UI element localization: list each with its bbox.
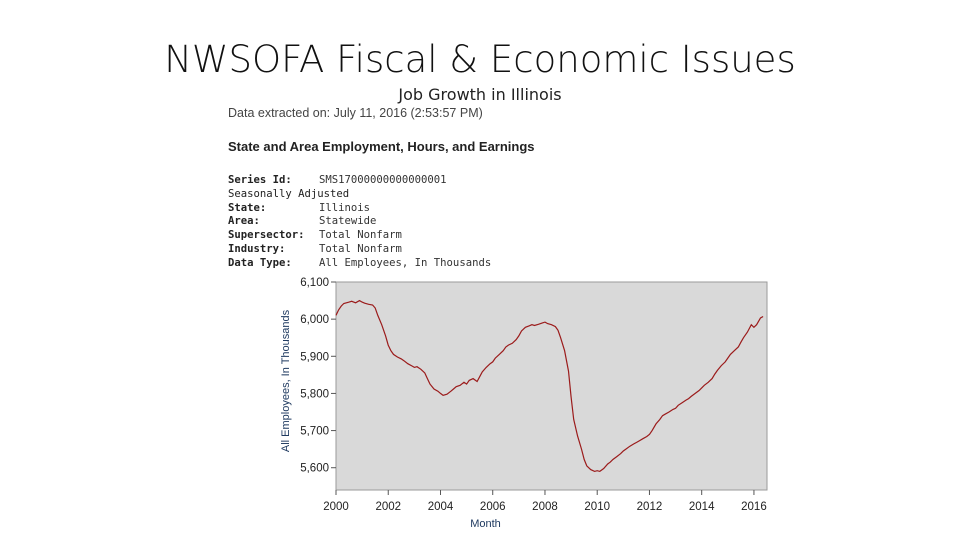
- meta-key: State:: [228, 201, 267, 214]
- meta-row-area: Area: Statewide: [228, 215, 491, 229]
- meta-row-state: State: Illinois: [228, 202, 491, 216]
- x-axis-title: Month: [470, 518, 501, 530]
- y-tick-label: 6,100: [300, 277, 329, 289]
- y-tick-label: 5,700: [300, 426, 329, 438]
- meta-row-series-id: Series Id: SMS17000000000000001: [228, 174, 491, 188]
- series-line: [335, 299, 764, 473]
- meta-key: Data Type:: [228, 256, 292, 269]
- meta-value: SMS17000000000000001: [319, 174, 447, 186]
- x-tick-label: 2004: [428, 501, 454, 513]
- meta-key: Area:: [228, 215, 260, 228]
- slide-subtitle: Job Growth in Illinois: [398, 85, 562, 104]
- meta-key: Series Id:: [228, 174, 292, 186]
- y-tick-label: 5,900: [300, 351, 329, 363]
- x-tick-label: 2012: [637, 501, 663, 513]
- x-tick-label: 2016: [741, 501, 767, 513]
- x-axis: 2000 2002 2004 2006 2008 2010 2012 2014 2016: [323, 490, 767, 513]
- x-tick-label: 2014: [689, 501, 715, 513]
- x-tick-label: 2010: [584, 501, 610, 513]
- report-heading: State and Area Employment, Hours, and Ea…: [228, 139, 535, 154]
- x-tick-label: 2008: [532, 501, 558, 513]
- meta-value: Total Nonfarm: [319, 229, 402, 242]
- slide-title: NWSOFA Fiscal & Economic Issues: [164, 38, 796, 81]
- y-axis-title: All Employees, In Thousands: [280, 309, 292, 452]
- meta-row-supersector: Supersector: Total Nonfarm: [228, 229, 491, 243]
- meta-value: Total Nonfarm: [319, 242, 402, 255]
- x-tick-label: 2000: [323, 501, 349, 513]
- y-axis: 5,600 5,700 5,800 5,900 6,000 6,100: [300, 277, 336, 475]
- meta-value: Illinois: [319, 201, 371, 214]
- series-metadata: Series Id: SMS17000000000000001 Seasonal…: [228, 174, 491, 271]
- meta-key: Industry:: [228, 242, 286, 255]
- seasonal-adjustment: Seasonally Adjusted: [228, 187, 350, 200]
- x-tick-label: 2006: [480, 501, 506, 513]
- x-tick-label: 2002: [375, 501, 401, 513]
- meta-key: Supersector:: [228, 229, 305, 242]
- meta-row-industry: Industry: Total Nonfarm: [228, 243, 491, 257]
- meta-value: All Employees, In Thousands: [319, 256, 492, 269]
- extraction-date: Data extracted on: July 11, 2016 (2:53:5…: [228, 106, 483, 120]
- y-tick-label: 5,800: [300, 388, 329, 400]
- meta-row-data-type: Data Type: All Employees, In Thousands: [228, 257, 491, 271]
- y-tick-label: 6,000: [300, 314, 329, 326]
- plot-area: [335, 281, 768, 491]
- y-tick-label: 5,600: [300, 463, 329, 475]
- meta-value: Statewide: [319, 215, 377, 228]
- meta-row-adjustment: Seasonally Adjusted: [228, 188, 491, 202]
